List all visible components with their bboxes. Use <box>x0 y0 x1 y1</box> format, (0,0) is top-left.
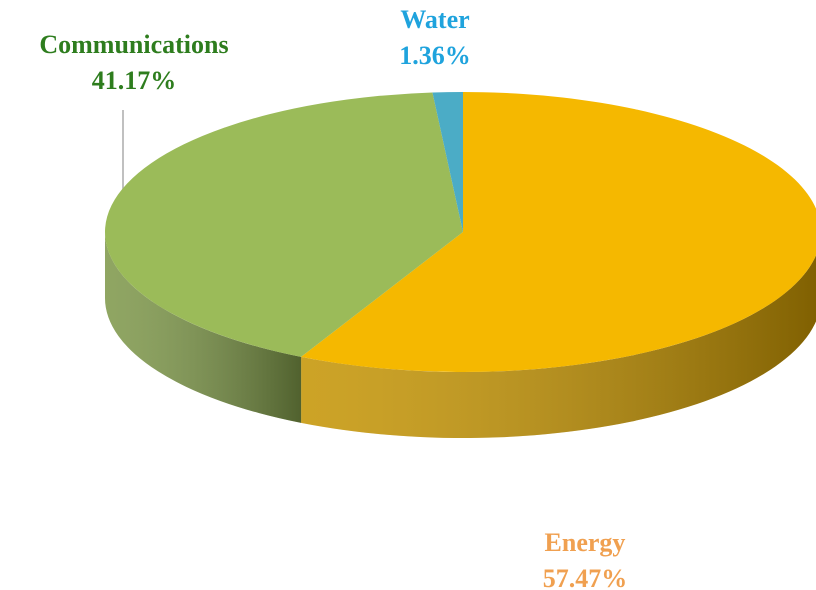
pie-slice <box>104 92 463 357</box>
pie-side-shade <box>301 255 816 438</box>
slice-label: Energy <box>545 528 626 557</box>
slice-value-label: 41.17% <box>92 66 177 95</box>
pie-side-shade <box>105 232 302 423</box>
slice-value-label: 57.47% <box>543 564 628 590</box>
pie-slice <box>432 92 463 232</box>
slice-label: Communications <box>39 30 228 59</box>
pie-slice <box>301 92 816 372</box>
slice-label: Water <box>400 5 469 34</box>
slice-value-label: 1.36% <box>399 41 471 70</box>
